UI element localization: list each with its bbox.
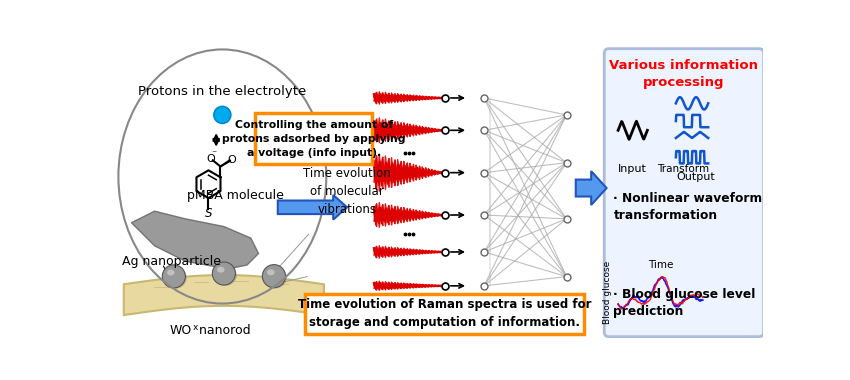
Ellipse shape: [164, 267, 187, 289]
Text: Ag nanoparticle: Ag nanoparticle: [122, 255, 221, 268]
FancyBboxPatch shape: [305, 294, 584, 334]
Text: Time: Time: [396, 310, 429, 323]
Text: Controlling the amount of
protons adsorbed by applying
a voltage (info input).: Controlling the amount of protons adsorb…: [222, 120, 405, 158]
Text: nanorod: nanorod: [196, 324, 251, 337]
Text: Time evolution
of molecular
vibrations: Time evolution of molecular vibrations: [303, 168, 391, 216]
Ellipse shape: [214, 264, 237, 286]
FancyBboxPatch shape: [604, 49, 763, 337]
Ellipse shape: [162, 265, 185, 288]
Ellipse shape: [214, 106, 231, 124]
Ellipse shape: [212, 262, 235, 285]
Text: · Nonlinear waveform
transformation: · Nonlinear waveform transformation: [614, 192, 762, 222]
Text: Transform: Transform: [658, 164, 710, 174]
Polygon shape: [124, 275, 324, 315]
Ellipse shape: [263, 264, 286, 288]
Text: Various information
processing: Various information processing: [609, 59, 758, 89]
Polygon shape: [575, 171, 607, 205]
Text: Protons in the electrolyte: Protons in the electrolyte: [139, 85, 307, 98]
Text: · Blood glucose level
prediction: · Blood glucose level prediction: [614, 288, 756, 318]
Text: pMBA molecule: pMBA molecule: [187, 189, 284, 202]
Polygon shape: [278, 195, 347, 220]
Text: O: O: [206, 154, 215, 164]
Ellipse shape: [217, 267, 224, 272]
Text: x: x: [193, 323, 198, 332]
Ellipse shape: [264, 267, 287, 288]
Polygon shape: [132, 211, 258, 269]
Text: Input: Input: [618, 164, 647, 174]
Ellipse shape: [167, 269, 174, 275]
Text: O: O: [228, 155, 236, 165]
Text: Blood glucose: Blood glucose: [603, 261, 612, 325]
Text: S: S: [205, 207, 212, 220]
Text: Output: Output: [677, 171, 715, 182]
Ellipse shape: [267, 269, 275, 275]
Text: Time evolution of Raman spectra is used for
storage and computation of informati: Time evolution of Raman spectra is used …: [298, 298, 592, 329]
Text: WO: WO: [169, 324, 191, 337]
Text: Time: Time: [648, 260, 673, 270]
Text: ⁻: ⁻: [212, 149, 217, 159]
FancyBboxPatch shape: [256, 113, 372, 164]
